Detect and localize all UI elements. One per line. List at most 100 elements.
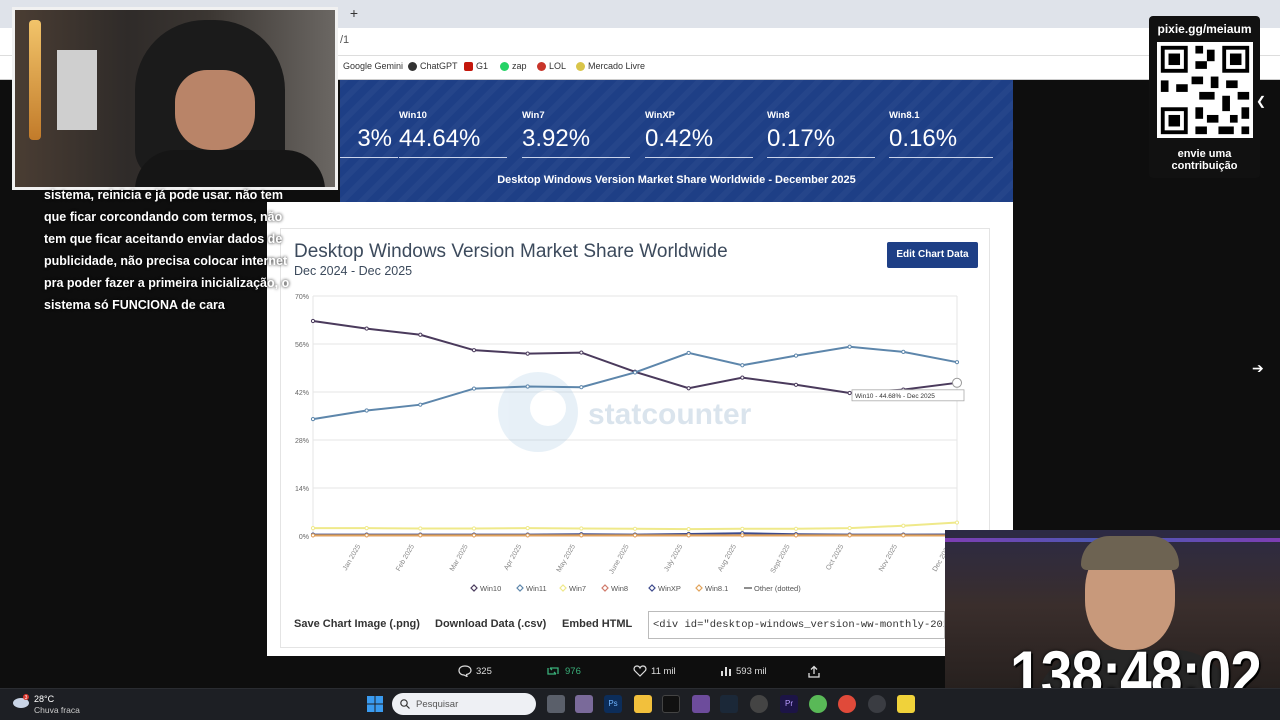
app-icon[interactable] [575,695,593,713]
weather-rain-icon[interactable]: 3 [12,694,30,710]
save-chart-image-link[interactable]: Save Chart Image (.png) [294,618,420,630]
chatgpt-icon [408,61,417,71]
data-point [632,526,638,531]
views-counter: 593 mil [720,665,767,677]
data-point [632,533,638,538]
data-point [901,523,906,528]
y-tick-label: 0% [299,534,309,541]
data-point [740,533,745,538]
data-point [847,344,852,349]
x-tick-label: Aug 2025 [717,543,738,573]
repost-button[interactable]: 976 [545,665,581,677]
weather-temp: 28°C [34,694,55,704]
discord-icon[interactable] [750,695,768,713]
data-point [310,526,316,531]
next-arrow-icon[interactable]: ➔ [1252,360,1264,376]
data-point [579,526,584,531]
data-point [364,326,369,331]
data-point [310,533,316,538]
chart-title: Desktop Windows Version Market Share Wor… [294,241,728,262]
line-chart: statcounter Jan 2025 Feb 2025 Mar 2025 Apr … [295,294,965,593]
stat-win8: Win8 0.17% [767,110,875,158]
legend-label: Win11 [526,584,547,593]
address-text: /1 [340,34,350,46]
y-axis-ticks: 0% 14% 28% 42% 56% 70% [295,294,309,541]
stat-win7: Win7 3.92% [522,110,630,158]
y-tick-label: 14% [295,486,309,493]
data-point [525,526,530,531]
data-point [686,527,691,532]
donation-link: pixie.gg/meiaum [1157,22,1252,36]
file-explorer-icon[interactable] [634,695,652,713]
legend-marker [601,584,609,592]
data-point [471,526,477,531]
taskbar-search[interactable] [392,693,536,715]
data-point [364,526,369,531]
y-tick-label: 70% [295,294,309,301]
tooltip-text: Win10 - 44.68% - Dec 2025 [855,393,935,400]
data-point [525,533,530,538]
bookmark-google-gemini[interactable]: Google Gemini [343,61,404,71]
comment-icon [458,665,472,677]
photoshop-icon[interactable]: Ps [604,695,622,713]
data-point [632,370,638,375]
heart-icon [633,665,647,677]
data-point [418,332,423,337]
social-bar [0,656,944,688]
data-point [310,318,316,324]
data-point [525,384,530,389]
statcounter-logo-icon [498,372,578,452]
data-point [793,382,799,387]
watermark-text: statcounter [588,398,752,431]
legend-marker [559,584,567,592]
tooltip-box [851,389,965,402]
data-point [418,402,423,407]
chart-panel [280,228,990,648]
data-point [686,386,691,391]
sticky-notes-icon[interactable] [897,695,915,713]
x-tick-label: Oct 2025 [825,543,845,571]
premiere-icon[interactable]: Pr [780,695,798,713]
tooltip-marker [952,377,962,388]
bookmarks-bar: Google Gemini ChatGPT G1 zap LOL Mercado… [0,56,1280,80]
chart-legend: Win10 Win11 Win7 Win8 WinXP Win8.1 Other (dott… [470,584,801,593]
data-point [686,533,691,538]
stat-partial: 3% [340,110,398,158]
embed-html-link[interactable]: Embed HTML [562,618,633,630]
y-tick-label: 56% [295,342,309,349]
data-point [471,533,477,538]
data-point [418,526,423,531]
comment-button[interactable]: 325 [458,665,492,677]
data-point [901,533,906,538]
legend-label: Win7 [569,584,586,593]
bookmark-chatgpt[interactable]: ChatGPT [408,61,458,71]
bookmark-mercado-livre[interactable]: Mercado Livre [576,61,645,71]
x-tick-label: Feb 2025 [395,543,416,572]
legend-label: Win8.1 [705,584,728,593]
data-point [847,526,852,531]
data-point [686,350,691,356]
data-point [740,363,745,368]
embed-code-field[interactable]: <div id="desktop-windows_version-ww-mont… [648,611,945,639]
app-icon[interactable] [809,695,827,713]
x-tick-label: Jan 2025 [342,543,363,572]
bookmark-zap[interactable]: zap [500,61,527,71]
like-button[interactable]: 11 mil [633,665,676,677]
edit-chart-data-button[interactable]: Edit Chart Data [887,242,978,268]
steam-icon[interactable] [720,695,738,713]
download-data-link[interactable]: Download Data (.csv) [435,618,547,630]
task-view-icon[interactable] [547,695,565,713]
data-point [740,375,745,380]
app-icon[interactable] [868,695,886,713]
bookmark-lol[interactable]: LOL [537,61,566,71]
windows-start-icon[interactable] [366,695,384,713]
data-point [418,533,423,538]
app-icon[interactable] [692,695,710,713]
data-point [793,533,799,538]
chevron-left-icon[interactable]: ❮ [1256,94,1267,108]
new-tab-button[interactable]: + [349,5,359,21]
share-button[interactable] [807,665,821,679]
chrome-icon[interactable] [838,695,856,713]
bookmark-g1[interactable]: G1 [464,61,488,71]
tiktok-icon[interactable] [662,695,680,713]
